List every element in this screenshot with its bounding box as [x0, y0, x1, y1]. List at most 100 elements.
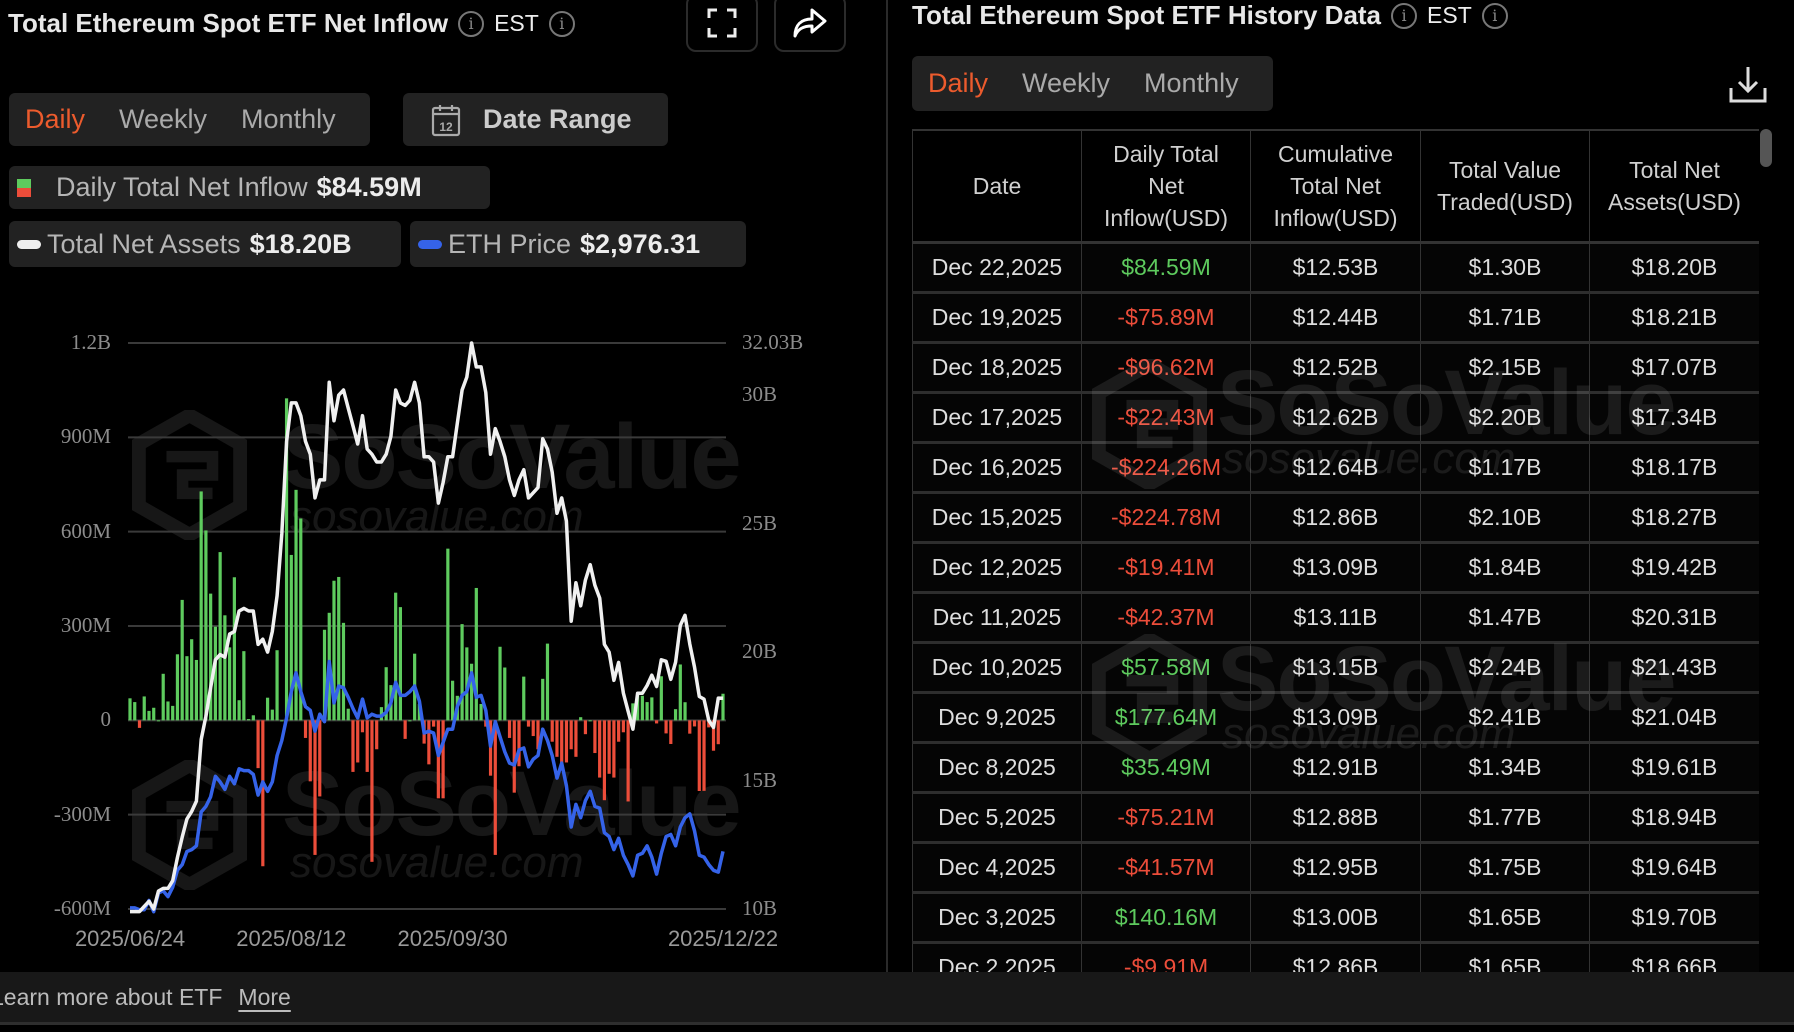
calendar-icon: 12: [431, 104, 461, 136]
daily-inflow-cell: -$224.78M: [1081, 492, 1251, 544]
inflow-bar: [228, 647, 232, 721]
inflow-bar: [446, 548, 450, 721]
left-axis-tick: 600M: [60, 518, 111, 543]
inflow-bar: [375, 720, 379, 750]
inflow-bar: [583, 720, 588, 735]
price-legend-icon: [418, 239, 442, 249]
inflow-bar: [280, 720, 284, 722]
inflow-bar: [579, 717, 583, 721]
daily-inflow-cell: $140.16M: [1081, 892, 1251, 944]
daily-inflow-cell: -$19.41M: [1081, 542, 1251, 594]
daily-inflow-cell: -$75.89M: [1081, 292, 1251, 344]
table-row: Dec 3,2025 $140.16M $13.00B $1.65B $19.70B: [912, 892, 1759, 944]
inflow-legend-value: $84.59M: [316, 172, 422, 202]
table-row: Dec 4,2025 -$41.57M $12.95B $1.75B $19.64B: [912, 842, 1759, 894]
download-icon[interactable]: [1728, 64, 1768, 104]
right-axis-tick: 10B: [742, 896, 778, 920]
x-axis-tick: 2025/06/24: [74, 926, 186, 951]
inflow-bar: [598, 720, 602, 778]
date-cell: Dec 4,2025: [912, 842, 1082, 894]
column-header: Total Value Traded(USD): [1420, 129, 1590, 244]
tab-weekly[interactable]: Weekly: [1022, 68, 1111, 98]
inflow-bar: [427, 720, 431, 765]
inflow-bar: [517, 720, 521, 767]
inflow-bar: [403, 720, 407, 739]
inflow-bar: [645, 702, 649, 721]
date-cell: Dec 12,2025: [912, 542, 1082, 594]
table-row: Dec 19,2025 -$75.89M $12.44B $1.71B $18.21B: [912, 292, 1759, 344]
inflow-bar: [223, 615, 227, 721]
inflow-bar: [721, 693, 725, 721]
info-icon[interactable]: i: [1481, 2, 1508, 29]
inflow-bar: [702, 720, 706, 791]
net-assets-cell: $19.42B: [1589, 542, 1759, 594]
tab-monthly[interactable]: Monthly: [241, 104, 336, 134]
inflow-bar: [313, 720, 317, 855]
inflow-bar: [142, 696, 146, 721]
table-row: Dec 8,2025 $35.49M $12.91B $1.34B $19.61B: [912, 742, 1759, 794]
daily-inflow-cell: $177.64M: [1081, 692, 1251, 744]
daily-inflow-cell: -$41.57M: [1081, 842, 1251, 894]
cumulative-inflow-cell: $12.64B: [1250, 442, 1421, 494]
more-link[interactable]: More: [238, 983, 291, 1010]
inflow-bar: [602, 720, 606, 801]
legend-inflow[interactable]: Daily Total Net Inflow $84.59M: [9, 166, 490, 209]
info-icon[interactable]: i: [1391, 2, 1418, 29]
net-assets-cell: $18.20B: [1589, 242, 1759, 294]
table-scrollbar[interactable]: [1760, 129, 1772, 167]
inflow-bar: [356, 720, 360, 763]
inflow-bar: [654, 720, 659, 724]
inflow-bar: [365, 720, 369, 772]
inflow-bar: [156, 720, 161, 722]
daily-inflow-cell: -$75.21M: [1081, 792, 1251, 844]
inflow-bar: [436, 720, 440, 799]
net-assets-cell: $17.34B: [1589, 392, 1759, 444]
table-row: Dec 11,2025 -$42.37M $13.11B $1.47B $20.31B: [912, 592, 1759, 644]
tab-daily[interactable]: Daily: [25, 104, 86, 134]
inflow-bar: [190, 639, 194, 721]
net-assets-cell: $18.66B: [1589, 942, 1759, 972]
daily-inflow-cell: -$22.43M: [1081, 392, 1251, 444]
value-traded-cell: $2.15B: [1420, 342, 1590, 394]
table-row: Dec 12,2025 -$19.41M $13.09B $1.84B $19.42B: [912, 542, 1759, 594]
info-icon[interactable]: i: [548, 10, 575, 37]
net-assets-cell: $18.94B: [1589, 792, 1759, 844]
panel-divider: [886, 0, 888, 972]
date-cell: Dec 16,2025: [912, 442, 1082, 494]
legend-price[interactable]: ETH Price $2,976.31: [410, 221, 746, 267]
inflow-bar: [650, 697, 654, 721]
inflow-bar: [707, 720, 711, 728]
inflow-bar: [560, 720, 564, 769]
daily-inflow-cell: -$42.37M: [1081, 592, 1251, 644]
date-range-button[interactable]: 12 Date Range: [403, 93, 668, 146]
share-icon: [793, 8, 827, 38]
inflow-bar: [659, 676, 663, 721]
date-cell: Dec 11,2025: [912, 592, 1082, 644]
right-axis-tick: 20B: [742, 639, 778, 664]
table-row: Dec 17,2025 -$22.43M $12.62B $2.20B $17.34B: [912, 392, 1759, 444]
info-icon[interactable]: i: [458, 10, 485, 37]
inflow-bar: [678, 664, 682, 721]
cumulative-inflow-cell: $12.52B: [1250, 342, 1421, 394]
inflow-bar: [398, 607, 403, 721]
tab-monthly[interactable]: Monthly: [1144, 68, 1239, 98]
inflow-bar: [251, 715, 255, 721]
inflow-bar: [669, 720, 673, 744]
inflow-bar: [593, 720, 597, 754]
inflow-bar: [716, 720, 720, 745]
inflow-bar: [332, 580, 336, 721]
value-traded-cell: $1.71B: [1420, 292, 1590, 344]
inflow-bar: [384, 667, 388, 721]
tab-weekly[interactable]: Weekly: [119, 104, 208, 134]
inflow-bar: [469, 663, 474, 721]
svg-text:12: 12: [439, 120, 453, 134]
table-row: Dec 16,2025 -$224.26M $12.64B $1.17B $18.17B: [912, 442, 1759, 494]
legend-assets[interactable]: Total Net Assets $18.20B: [9, 221, 401, 267]
net-assets-cell: $19.61B: [1589, 742, 1759, 794]
share-button[interactable]: [774, 0, 846, 52]
inflow-chart[interactable]: [0, 0, 880, 970]
fullscreen-button[interactable]: [686, 0, 758, 52]
tab-daily[interactable]: Daily: [928, 68, 989, 98]
inflow-bar: [370, 720, 374, 862]
left-axis-tick: 900M: [60, 424, 111, 449]
